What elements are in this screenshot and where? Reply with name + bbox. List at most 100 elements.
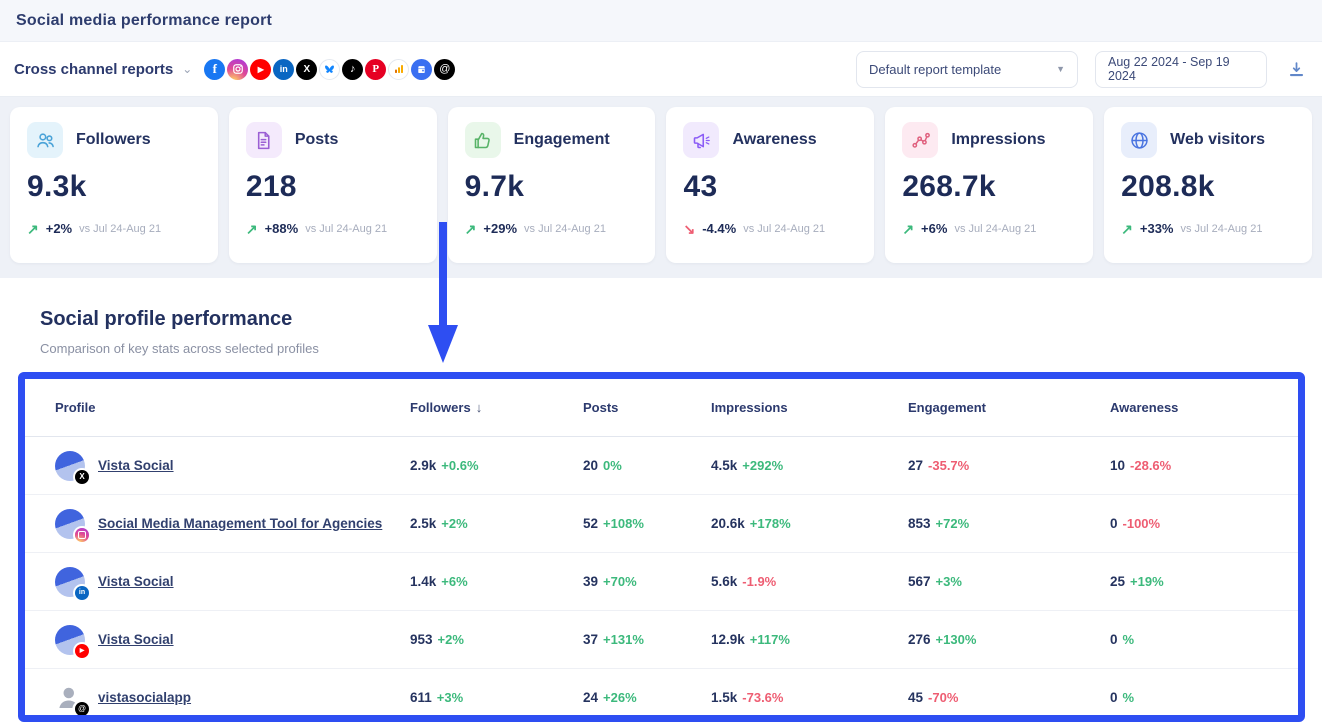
- followers-value: 2.5k: [410, 516, 437, 531]
- trend-up-icon: ↗: [27, 220, 39, 237]
- sort-desc-icon[interactable]: ↓: [475, 400, 483, 415]
- stat-card-value: 208.8k: [1121, 170, 1215, 203]
- profile-link[interactable]: Vista Social: [98, 632, 174, 647]
- engagement-value: 853: [908, 516, 931, 531]
- column-header-awareness[interactable]: Awareness: [1110, 400, 1179, 415]
- stat-card-label: Engagement: [513, 131, 610, 148]
- facebook-icon[interactable]: f: [204, 58, 226, 80]
- stat-card-engagement: Engagement 9.7k ↗ +29% vs Jul 24-Aug 21: [447, 107, 656, 263]
- instagram-icon[interactable]: [227, 58, 249, 80]
- stat-change: +88%: [264, 221, 299, 236]
- impressions-value: 5.6k: [711, 574, 738, 589]
- stat-change: +29%: [483, 221, 518, 236]
- engagement-value: 27: [908, 458, 924, 473]
- profile-avatar[interactable]: [55, 508, 89, 542]
- trend-up-icon: ↗: [464, 220, 477, 237]
- awareness-change: %: [1122, 690, 1135, 705]
- posts-change: +108%: [603, 516, 644, 531]
- pinterest-icon[interactable]: P: [365, 58, 387, 80]
- impressions-change: -1.9%: [742, 574, 777, 589]
- profile-link[interactable]: Social Media Management Tool for Agencie…: [98, 516, 383, 531]
- comparison-period: vs Jul 24-Aug 21: [954, 222, 1037, 235]
- followers-change: +2%: [437, 632, 464, 647]
- stat-card-label: Awareness: [732, 131, 817, 148]
- google-analytics-icon[interactable]: [388, 58, 410, 80]
- column-header-posts[interactable]: Posts: [583, 400, 619, 415]
- report-section-dropdown[interactable]: Cross channel reports: [14, 60, 174, 78]
- x-badge-icon: X: [75, 469, 89, 484]
- posts-value: 20: [583, 458, 599, 473]
- table-header-row: Profile Followers ↓ Posts Impressions Eng…: [25, 379, 1298, 437]
- column-header-impressions[interactable]: Impressions: [711, 400, 788, 415]
- table-row: ▶ Vista Social 953 +2% 37 +131% 12.9k +117%…: [25, 611, 1298, 669]
- awareness-change: -28.6%: [1130, 458, 1172, 473]
- awareness-value: 10: [1110, 458, 1126, 473]
- stat-card-awareness: Awareness 43 ↘ -4.4% vs Jul 24-Aug 21: [666, 107, 875, 263]
- report-template-value: Default report template: [869, 61, 1002, 77]
- posts-icon: [245, 122, 282, 158]
- engagement-value: 276: [908, 632, 931, 647]
- engagement-change: +72%: [935, 516, 970, 531]
- bluesky-icon[interactable]: [319, 58, 341, 80]
- posts-change: +70%: [603, 574, 637, 589]
- threads-icon[interactable]: @: [434, 58, 456, 80]
- youtube-icon[interactable]: ▶: [250, 58, 272, 80]
- report-template-select[interactable]: Default report template ▼: [856, 50, 1078, 88]
- stat-change: +6%: [921, 221, 948, 236]
- followers-value: 2.9k: [410, 458, 437, 473]
- chevron-down-icon[interactable]: ⌄: [182, 62, 193, 76]
- stat-change: +2%: [45, 221, 73, 236]
- trend-up-icon: ↗: [1121, 220, 1133, 237]
- posts-change: +26%: [603, 690, 637, 705]
- profile-avatar[interactable]: @: [55, 683, 89, 715]
- toolbar: Cross channel reports ⌄ f ▶ in X ♪ P @ D…: [0, 42, 1322, 97]
- table-row: X Vista Social 2.9k +0.6% 20 0% 4.5k +292% …: [25, 437, 1298, 495]
- stat-card-web-visitors: Web visitors 208.8k ↗ +33% vs Jul 24-Aug…: [1104, 107, 1312, 263]
- posts-change: 0%: [603, 458, 622, 473]
- profile-avatar[interactable]: X: [55, 450, 89, 484]
- youtube-badge-icon: ▶: [75, 643, 89, 658]
- stat-card-impressions: Impressions 268.7k ↗ +6% vs Jul 24-Aug 2…: [885, 107, 1094, 263]
- top-title-bar: Social media performance report: [0, 0, 1322, 42]
- followers-change: +3%: [436, 690, 464, 705]
- google-business-icon[interactable]: [411, 58, 433, 80]
- impressions-change: -73.6%: [742, 690, 784, 705]
- toolbar-right: Default report template ▼ Aug 22 2024 - …: [856, 50, 1308, 88]
- posts-change: +131%: [603, 632, 644, 647]
- impressions-value: 4.5k: [711, 458, 738, 473]
- threads-badge-icon: @: [75, 701, 89, 715]
- date-range-picker[interactable]: Aug 22 2024 - Sep 19 2024: [1095, 50, 1267, 88]
- impressions-change: +117%: [749, 632, 790, 647]
- comparison-period: vs Jul 24-Aug 21: [79, 222, 162, 235]
- profile-link[interactable]: vistasocialapp: [98, 690, 192, 705]
- x-twitter-icon[interactable]: X: [296, 58, 318, 80]
- engagement-change: +3%: [935, 574, 962, 589]
- comparison-period: vs Jul 24-Aug 21: [524, 222, 606, 235]
- profile-performance-table: Profile Followers ↓ Posts Impressions Eng…: [18, 372, 1305, 722]
- profile-link[interactable]: Vista Social: [98, 574, 174, 589]
- column-header-engagement[interactable]: Engagement: [908, 400, 987, 415]
- comparison-period: vs Jul 24-Aug 21: [743, 222, 826, 235]
- thumbs-up-icon: [464, 122, 501, 158]
- section-subtitle: Comparison of key stats across selected …: [40, 341, 319, 356]
- linkedin-icon[interactable]: in: [273, 58, 295, 80]
- download-report-button[interactable]: [1284, 57, 1308, 81]
- select-caret-icon: ▼: [1056, 64, 1065, 74]
- date-range-value: Aug 22 2024 - Sep 19 2024: [1108, 55, 1230, 83]
- table-row: Social Media Management Tool for Agencie…: [25, 495, 1298, 553]
- annotation-arrow: [428, 222, 458, 363]
- trend-up-icon: ↗: [245, 220, 258, 237]
- posts-value: 24: [583, 690, 599, 705]
- stat-change: -4.4%: [702, 221, 737, 236]
- share-nodes-icon: [902, 122, 939, 158]
- column-header-profile[interactable]: Profile: [55, 400, 96, 415]
- column-header-followers[interactable]: Followers ↓: [410, 400, 483, 415]
- linkedin-badge-icon: in: [75, 585, 89, 600]
- awareness-value: 0: [1110, 632, 1118, 647]
- tiktok-icon[interactable]: ♪: [342, 58, 364, 80]
- posts-value: 52: [583, 516, 599, 531]
- posts-value: 37: [583, 632, 599, 647]
- profile-link[interactable]: Vista Social: [98, 458, 174, 473]
- profile-avatar[interactable]: ▶: [55, 624, 89, 658]
- profile-avatar[interactable]: in: [55, 566, 89, 600]
